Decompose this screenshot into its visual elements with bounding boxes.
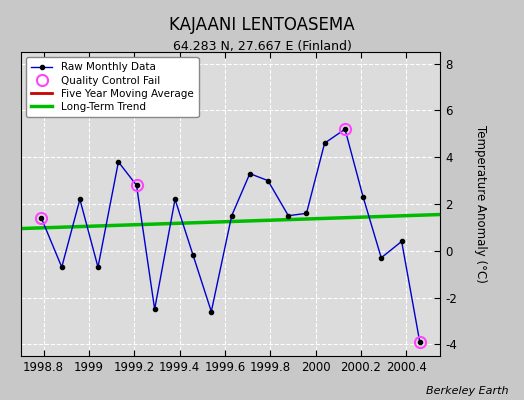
Quality Control Fail: [342, 127, 348, 132]
Y-axis label: Temperature Anomaly (°C): Temperature Anomaly (°C): [474, 125, 487, 283]
Raw Monthly Data: [115, 160, 122, 164]
Raw Monthly Data: [172, 197, 178, 202]
Raw Monthly Data: [59, 265, 65, 270]
Raw Monthly Data: [190, 253, 196, 258]
Text: KAJAANI LENTOASEMA: KAJAANI LENTOASEMA: [169, 16, 355, 34]
Raw Monthly Data: [38, 216, 45, 220]
Raw Monthly Data: [208, 309, 214, 314]
Raw Monthly Data: [228, 213, 235, 218]
Raw Monthly Data: [398, 239, 405, 244]
Raw Monthly Data: [378, 255, 385, 260]
Raw Monthly Data: [134, 183, 140, 188]
Text: 64.283 N, 27.667 E (Finland): 64.283 N, 27.667 E (Finland): [172, 40, 352, 53]
Raw Monthly Data: [77, 197, 83, 202]
Raw Monthly Data: [342, 127, 348, 132]
Raw Monthly Data: [265, 178, 271, 183]
Line: Raw Monthly Data: Raw Monthly Data: [39, 127, 422, 344]
Raw Monthly Data: [321, 141, 328, 146]
Quality Control Fail: [134, 183, 140, 188]
Text: Berkeley Earth: Berkeley Earth: [426, 386, 508, 396]
Raw Monthly Data: [417, 340, 423, 344]
Quality Control Fail: [417, 340, 423, 344]
Raw Monthly Data: [95, 265, 101, 270]
Quality Control Fail: [38, 216, 45, 220]
Line: Quality Control Fail: Quality Control Fail: [36, 124, 425, 348]
Raw Monthly Data: [151, 307, 158, 312]
Legend: Raw Monthly Data, Quality Control Fail, Five Year Moving Average, Long-Term Tren: Raw Monthly Data, Quality Control Fail, …: [26, 57, 199, 117]
Raw Monthly Data: [303, 211, 310, 216]
Raw Monthly Data: [247, 171, 253, 176]
Raw Monthly Data: [285, 213, 291, 218]
Raw Monthly Data: [360, 194, 366, 199]
